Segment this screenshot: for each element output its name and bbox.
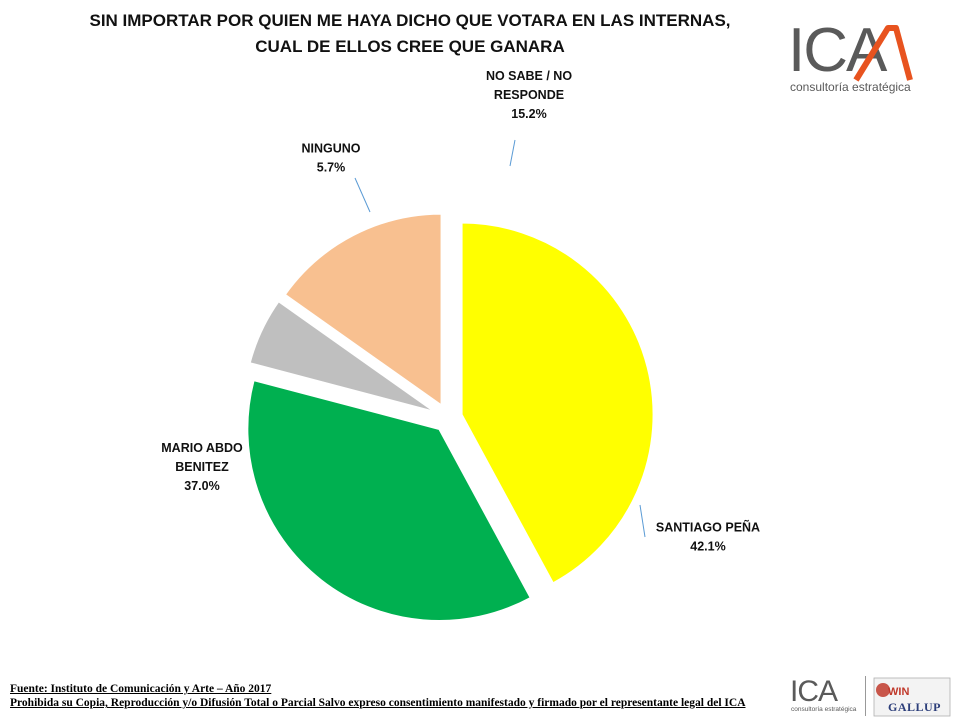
- slice-category-label-1: BENITEZ: [175, 460, 229, 474]
- win-gallup-logo: WIN GALLUP: [872, 672, 952, 718]
- chart-title-line-1: SIN IMPORTAR POR QUIEN ME HAYA DICHO QUE…: [89, 11, 731, 30]
- slice-value-label-3: 15.2%: [511, 107, 546, 121]
- chart-title: SIN IMPORTAR POR QUIEN ME HAYA DICHO QUE…: [40, 8, 780, 60]
- leader-line-3: [509, 139, 516, 167]
- slice-category-label-3: NO SABE / NO: [486, 69, 572, 83]
- leader-line-2: [354, 177, 371, 213]
- win-logo-text: WIN: [888, 686, 910, 698]
- footer: Fuente: Instituto de Comunicación y Arte…: [10, 682, 746, 710]
- ica-logo-accent-icon: [853, 25, 913, 82]
- slice-category-label-2: NINGUNO: [301, 142, 360, 156]
- ica-logo: ICA consultoría estratégica: [788, 18, 918, 98]
- slice-value-label-0: 42.1%: [690, 540, 725, 554]
- slice-category-label-3: RESPONDE: [494, 88, 564, 102]
- pie-slice-3: [283, 212, 443, 408]
- slice-value-label-1: 37.0%: [184, 479, 219, 493]
- footer-ica-logo-text: ICA: [790, 675, 838, 708]
- pie-slice-0: [460, 221, 655, 585]
- footer-ica-logo: ICA consultoría estratégica: [790, 676, 856, 718]
- footer-logo-divider: [865, 676, 866, 716]
- pie-slice-2: [248, 299, 436, 414]
- footer-disclaimer: Prohibida su Copia, Reproducción y/o Dif…: [10, 697, 746, 709]
- ica-logo-subtitle: consultoría estratégica: [790, 80, 911, 94]
- chart-title-line-2: CUAL DE ELLOS CREE QUE GANARA: [255, 37, 565, 56]
- gallup-logo-text: GALLUP: [888, 700, 942, 714]
- slice-category-label-1: MARIO ABDO: [161, 441, 243, 455]
- globe-icon: [873, 677, 951, 717]
- leader-line-0: [639, 504, 646, 538]
- footer-source: Fuente: Instituto de Comunicación y Arte…: [10, 683, 272, 695]
- slice-value-label-2: 5.7%: [317, 161, 346, 175]
- footer-ica-logo-subtitle: consultoría estratégica: [791, 706, 857, 713]
- pie-slice-1: [246, 378, 533, 622]
- slice-category-label-0: SANTIAGO PEÑA: [656, 520, 760, 535]
